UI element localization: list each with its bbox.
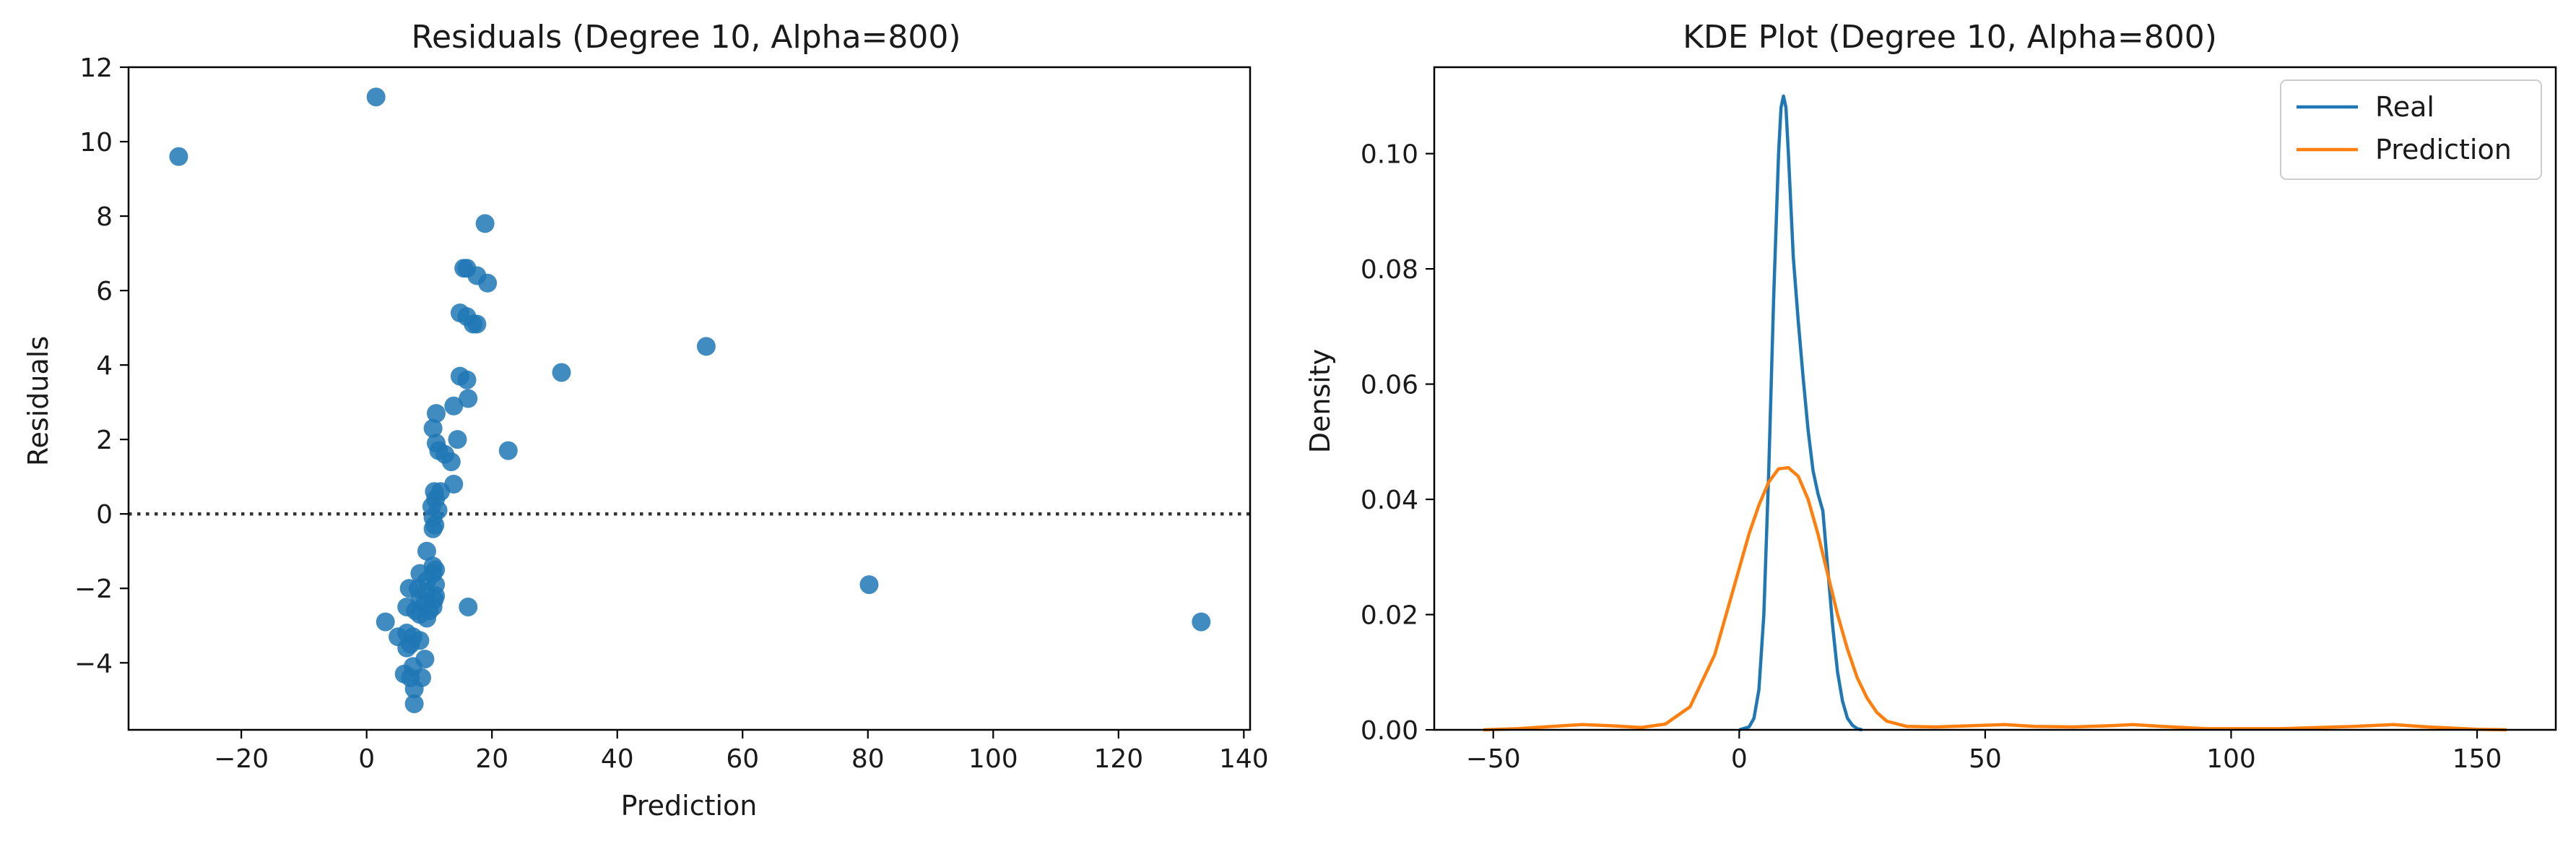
- legend-box: [2280, 79, 2542, 180]
- kde-panel: KDE Plot (Degree 10, Alpha=800) −50 0 50 10…: [1304, 19, 2557, 774]
- scatter-point: [397, 638, 417, 658]
- y-tick-label: 2: [96, 426, 113, 455]
- x-tick-label: 120: [1093, 744, 1143, 774]
- x-tick-label: 140: [1219, 744, 1269, 774]
- scatter-point: [459, 389, 478, 408]
- x-tick-label: 0: [358, 744, 375, 774]
- x-axis-ticks: −20 0 20 40 60 80 100 120 140: [214, 730, 1269, 774]
- y-tick-label: 0.08: [1361, 255, 1418, 285]
- y-tick-label: 0.06: [1361, 371, 1418, 400]
- x-tick-label: −20: [214, 744, 269, 774]
- x-tick-label: 100: [2206, 744, 2256, 774]
- scatter-point: [467, 314, 487, 334]
- x-tick-label: 100: [968, 744, 1018, 774]
- scatter-point: [417, 608, 436, 628]
- density-lines: [1483, 94, 2507, 732]
- y-tick-label: −2: [74, 574, 113, 604]
- legend: Real Prediction: [2280, 79, 2542, 180]
- scatter-point: [404, 679, 424, 699]
- y-axis-ticks: −4 −2 0 2 4 6 8 10 12: [74, 53, 129, 679]
- x-tick-label: 150: [2453, 744, 2502, 774]
- x-tick-label: 60: [726, 744, 759, 774]
- y-axis-label: Residuals: [22, 336, 54, 466]
- x-tick-label: 0: [1731, 744, 1748, 774]
- x-tick-label: 50: [1969, 744, 2002, 774]
- scatter-point: [696, 337, 716, 356]
- y-tick-label: 4: [96, 351, 113, 381]
- series-line-real: [1738, 94, 1863, 732]
- chart-title: KDE Plot (Degree 10, Alpha=800): [1683, 19, 2217, 56]
- scatter-point: [366, 87, 386, 107]
- x-tick-label: −50: [1466, 744, 1521, 774]
- scatter-point: [169, 147, 188, 166]
- scatter-point: [859, 575, 879, 595]
- plot-frame: [127, 66, 1252, 731]
- y-tick-label: 6: [96, 277, 113, 306]
- x-tick-label: 40: [601, 744, 634, 774]
- y-tick-label: 0.02: [1361, 601, 1418, 631]
- scatter-point: [441, 452, 461, 472]
- scatter-points: [169, 87, 1211, 713]
- scatter-point: [498, 441, 518, 460]
- scatter-point: [552, 363, 571, 382]
- scatter-point: [376, 612, 395, 632]
- legend-label-prediction: Prediction: [2375, 134, 2512, 165]
- chart-title: Residuals (Degree 10, Alpha=800): [411, 19, 960, 56]
- y-tick-label: −4: [74, 649, 113, 679]
- series-line-prediction: [1483, 465, 2507, 732]
- scatter-point: [426, 404, 446, 423]
- y-tick-label: 10: [79, 128, 113, 158]
- scatter-point: [404, 694, 424, 713]
- scatter-point: [475, 214, 495, 233]
- y-axis-ticks: 0.00 0.02 0.04 0.06 0.08 0.10: [1361, 140, 1434, 746]
- scatter-point: [459, 597, 478, 616]
- y-tick-label: 8: [96, 202, 113, 232]
- x-axis-ticks: −50 0 50 100 150: [1466, 730, 2502, 774]
- scatter-point: [1192, 612, 1211, 632]
- x-tick-label: 20: [475, 744, 508, 774]
- y-tick-label: 0.00: [1361, 716, 1418, 746]
- x-axis-label: Prediction: [621, 790, 758, 822]
- plot-frame: [1433, 66, 2557, 731]
- legend-label-real: Real: [2375, 91, 2434, 123]
- scatter-point: [444, 396, 464, 415]
- scatter-point: [423, 418, 443, 438]
- y-axis-label: Density: [1304, 349, 1336, 453]
- scatter-point: [417, 541, 436, 561]
- scatter-point: [478, 273, 498, 293]
- x-tick-label: 80: [851, 744, 885, 774]
- scatter-point: [423, 519, 443, 538]
- y-tick-label: 0: [96, 500, 113, 530]
- y-tick-label: 0.10: [1361, 140, 1418, 170]
- residuals-panel: Residuals (Degree 10, Alpha=800) −20 0 20 4…: [22, 19, 1269, 822]
- scatter-point: [457, 370, 477, 389]
- y-tick-label: 12: [79, 53, 113, 83]
- scatter-point: [448, 430, 467, 449]
- y-tick-label: 0.04: [1361, 486, 1418, 515]
